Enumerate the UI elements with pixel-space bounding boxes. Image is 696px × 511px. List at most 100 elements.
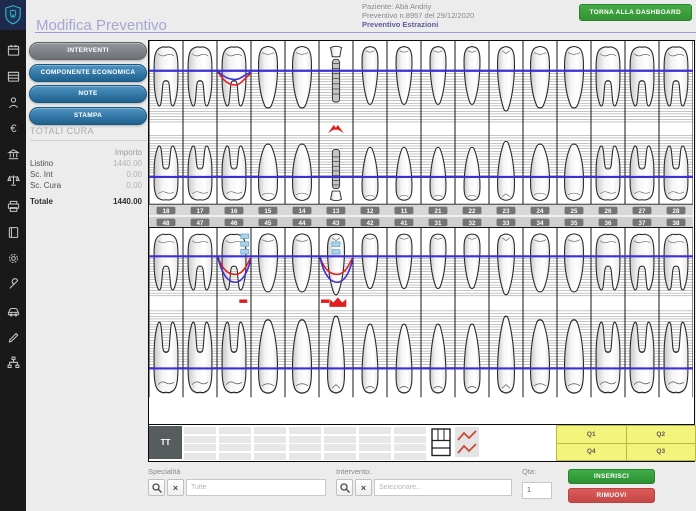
tooth-37-row3[interactable] [629,233,655,291]
bank-icon[interactable] [6,148,20,161]
car-icon[interactable] [7,304,20,317]
tooth-18-row1[interactable] [153,46,179,107]
tooth-16-row1[interactable] [221,46,247,107]
intervention-input[interactable] [374,479,512,496]
tooth-number-13[interactable]: 13 [326,206,346,215]
tooth-38-row3[interactable] [663,233,689,291]
tooth-42-row3[interactable] [361,233,379,289]
tooth-12-row1[interactable] [361,46,379,105]
tooth-12-row2[interactable] [361,146,379,201]
tooth-41-row3[interactable] [395,233,413,289]
tooth-15-row2[interactable] [258,143,278,201]
tooth-number-47[interactable]: 47 [190,218,210,227]
tooth-16-row2[interactable] [221,145,247,201]
tooth-number-35[interactable]: 35 [564,218,584,227]
tooth-38-row4[interactable] [663,321,689,394]
tooth-table-view-icon[interactable] [431,428,451,462]
tooth-44-row4[interactable] [292,319,312,394]
tooth-11-row1[interactable] [395,46,413,105]
pencil-icon[interactable] [7,330,20,343]
app-logo[interactable] [0,0,26,30]
tooth-25-row1[interactable] [564,46,584,109]
tooth-number-45[interactable]: 45 [258,218,278,227]
tooth-37-row4[interactable] [629,321,655,394]
panel-button-interventi[interactable]: INTERVENTI [29,42,147,60]
tooth-33-row3[interactable] [497,233,515,296]
tooth-28-row1[interactable] [663,46,689,107]
tooth-number-11[interactable]: 11 [394,206,414,215]
tooth-36-row4[interactable] [595,321,621,394]
tooth-47-row4[interactable] [187,321,213,394]
scales-icon[interactable] [6,174,20,187]
tooth-number-31[interactable]: 31 [428,218,448,227]
tooth-23-row1[interactable] [497,46,515,112]
tooth-number-16[interactable]: 16 [224,206,244,215]
tooth-23-row2[interactable] [497,140,515,201]
wrench-icon[interactable] [7,278,20,291]
tooth-43-row3[interactable] [327,233,345,296]
tooth-number-18[interactable]: 18 [156,206,176,215]
tooth-17-row2[interactable] [187,145,213,201]
tooth-number-38[interactable]: 38 [666,218,686,227]
tooth-number-21[interactable]: 21 [428,206,448,215]
tooth-number-17[interactable]: 17 [190,206,210,215]
tooth-number-26[interactable]: 26 [598,206,618,215]
tooth-34-row3[interactable] [530,233,550,293]
tooth-25-row2[interactable] [564,143,584,201]
tooth-number-22[interactable]: 22 [462,206,482,215]
tooth-27-row2[interactable] [629,145,655,201]
calendar-icon[interactable] [7,44,20,57]
quadrant-button-q2[interactable]: Q2 [626,426,695,443]
specialty-input[interactable] [186,479,326,496]
tooth-number-46[interactable]: 46 [224,218,244,227]
tooth-number-33[interactable]: 33 [496,218,516,227]
tooth-36-row3[interactable] [595,233,621,291]
tooth-35-row4[interactable] [564,319,584,394]
tooth-26-row2[interactable] [595,145,621,201]
perio-chart-view-icon[interactable] [455,427,479,457]
tooth-number-14[interactable]: 14 [292,206,312,215]
tooth-13-row2[interactable] [329,148,343,202]
tooth-number-48[interactable]: 48 [156,218,176,227]
back-to-dashboard-button[interactable]: TORNA ALLA DASHBOARD [578,4,692,21]
tooth-47-row3[interactable] [187,233,213,291]
tooth-41-row4[interactable] [395,323,413,394]
tooth-number-37[interactable]: 37 [632,218,652,227]
tooth-43-row4[interactable] [327,315,345,394]
panel-button-componente-economica[interactable]: COMPONENTE ECONOMICA [29,63,147,82]
tooth-22-row2[interactable] [463,146,481,201]
intervention-clear-button[interactable]: × [355,479,372,496]
tooth-number-42[interactable]: 42 [360,218,380,227]
sitemap-icon[interactable] [7,356,20,369]
quadrant-button-q3[interactable]: Q3 [626,443,695,460]
printer-icon[interactable] [7,200,20,213]
tooth-46-row3[interactable] [221,233,247,291]
tooth-22-row1[interactable] [463,46,481,105]
euro-icon[interactable]: € [7,122,20,135]
tooth-24-row2[interactable] [530,143,550,201]
tooth-number-44[interactable]: 44 [292,218,312,227]
tooth-14-row2[interactable] [292,143,312,201]
tooth-42-row4[interactable] [361,323,379,394]
intervention-search-button[interactable] [336,479,353,496]
specialty-search-button[interactable] [148,479,165,496]
tooth-number-36[interactable]: 36 [598,218,618,227]
tooth-26-row1[interactable] [595,46,621,107]
tooth-number-25[interactable]: 25 [564,206,584,215]
tooth-45-row3[interactable] [258,233,278,293]
tooth-48-row4[interactable] [153,321,179,394]
tooth-33-row4[interactable] [497,315,515,394]
quadrant-button-q1[interactable]: Q1 [557,426,626,443]
list-icon[interactable] [7,70,20,83]
tooth-27-row1[interactable] [629,46,655,107]
tt-header-cell[interactable]: TT [149,426,182,459]
tooth-number-32[interactable]: 32 [462,218,482,227]
panel-button-note[interactable]: NOTE [29,85,147,103]
tooth-45-row4[interactable] [258,319,278,394]
tooth-24-row1[interactable] [530,46,550,109]
patient-icon[interactable] [7,96,20,109]
remove-button[interactable]: RIMUOVI [568,488,655,503]
tooth-31-row4[interactable] [429,323,447,394]
panel-button-stampa[interactable]: STAMPA [29,106,147,125]
tooth-34-row4[interactable] [530,319,550,394]
